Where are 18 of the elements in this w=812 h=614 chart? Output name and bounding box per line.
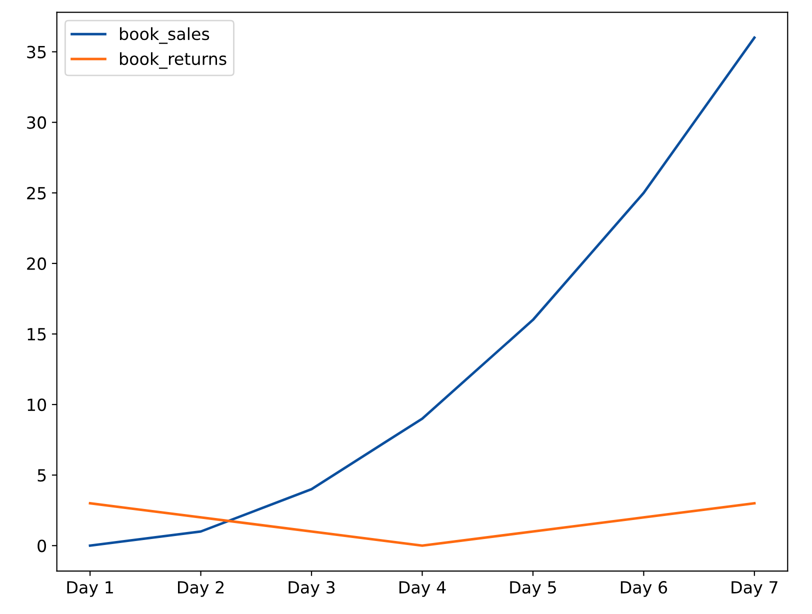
legend-label: book_sales: [120, 27, 210, 44]
x-tick-label: Day 3: [288, 581, 335, 597]
y-tick-label: 20: [27, 257, 46, 270]
legend-label: book_returns: [120, 52, 226, 69]
x-tick-label: Day 1: [67, 581, 113, 597]
y-tick-label: 30: [27, 116, 46, 129]
x-tick-label: Day 4: [399, 581, 446, 597]
line-series: [88, 502, 756, 547]
x-tick-label: Day 7: [732, 581, 778, 597]
y-tick-label: 5: [38, 469, 46, 482]
y-tick-label: 15: [28, 328, 46, 341]
x-tick-label: Day 5: [510, 581, 556, 597]
x-tick-label: Day 2: [178, 581, 224, 597]
x-tick-label: Day 6: [620, 581, 668, 597]
y-tick-label: 10: [28, 398, 46, 412]
y-tick-label: 35: [27, 46, 46, 58]
y-tick-label: 0: [38, 540, 46, 552]
y-tick-label: 25: [27, 186, 46, 200]
